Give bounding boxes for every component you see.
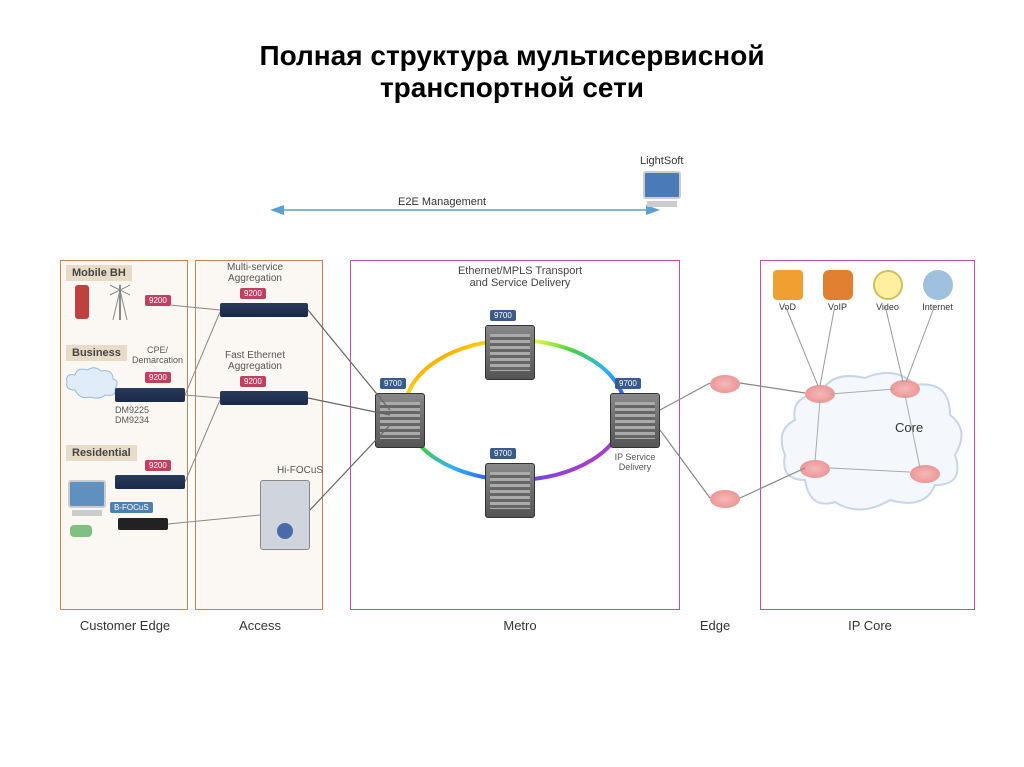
mobile-bh-header: Mobile BH (66, 265, 132, 281)
metro-rack-bottom (485, 463, 535, 518)
residential-phone-icon (70, 525, 92, 537)
badge-9200-msa: 9200 (240, 288, 266, 299)
badge-bfocus: B-FOCuS (110, 502, 153, 513)
core-label: Core (895, 420, 923, 435)
badge-9200-business: 9200 (145, 372, 171, 383)
vod-icon (773, 270, 803, 300)
zone-label-access: Access (220, 618, 300, 633)
residential-switch-icon (115, 475, 185, 489)
dm9234-label: DM9234 (115, 415, 149, 425)
core-router-1 (805, 385, 835, 403)
core-router-4 (910, 465, 940, 483)
service-video: Video (870, 270, 905, 312)
residential-pc-icon (68, 480, 106, 512)
business-header: Business (66, 345, 127, 361)
title-line-2: транспортной сети (0, 72, 1024, 104)
core-router-3 (800, 460, 830, 478)
edge-router-top (710, 375, 740, 393)
voip-label: VoIP (820, 302, 855, 312)
badge-9700-top: 9700 (490, 310, 516, 321)
zone-label-customer-edge: Customer Edge (70, 618, 180, 633)
msa-label: Multi-service Aggregation (215, 262, 295, 284)
zone-label-ipcore: IP Core (830, 618, 910, 633)
internet-label: Internet (920, 302, 955, 312)
edge-router-bottom (710, 490, 740, 508)
badge-9700-left: 9700 (380, 378, 406, 389)
internet-icon (923, 270, 953, 300)
badge-9200-fea: 9200 (240, 376, 266, 387)
metro-heading: Ethernet/MPLS Transport and Service Deli… (440, 265, 600, 289)
badge-9700-right: 9700 (615, 378, 641, 389)
service-voip: VoIP (820, 270, 855, 312)
business-sublabel: CPE/ Demarcation (130, 345, 185, 365)
ip-delivery-label: IP Service Delivery (605, 452, 665, 472)
video-label: Video (870, 302, 905, 312)
zone-label-metro: Metro (480, 618, 560, 633)
fea-label: Fast Ethernet Aggregation (215, 350, 295, 372)
core-cloud (775, 360, 965, 520)
mobile-phone-icon (75, 285, 89, 319)
antenna-icon (105, 280, 135, 320)
hifocus-label: Hi-FOCuS (275, 465, 325, 476)
vod-label: VoD (770, 302, 805, 312)
network-diagram: Customer Edge Access Metro Edge IP Core … (60, 150, 980, 650)
core-router-2 (890, 380, 920, 398)
metro-rack-left (375, 393, 425, 448)
dm9225-label: DM9225 (115, 405, 149, 415)
residential-header: Residential (66, 445, 137, 461)
badge-9200-mobile: 9200 (145, 295, 171, 306)
metro-rack-top (485, 325, 535, 380)
zone-label-edge: Edge (685, 618, 745, 633)
residential-modem-icon (118, 518, 168, 530)
badge-9200-res: 9200 (145, 460, 171, 471)
service-vod: VoD (770, 270, 805, 312)
hifocus-cabinet-icon (260, 480, 310, 550)
msa-switch-icon (220, 303, 308, 317)
video-icon (873, 270, 903, 300)
page-title: Полная структура мультисервисной транспо… (0, 0, 1024, 104)
service-internet: Internet (920, 270, 955, 312)
badge-9700-bottom: 9700 (490, 448, 516, 459)
title-line-1: Полная структура мультисервисной (0, 40, 1024, 72)
voip-icon (823, 270, 853, 300)
business-switch-icon (115, 388, 185, 402)
metro-rack-right (610, 393, 660, 448)
fea-switch-icon (220, 391, 308, 405)
business-cloud-icon (65, 365, 120, 400)
